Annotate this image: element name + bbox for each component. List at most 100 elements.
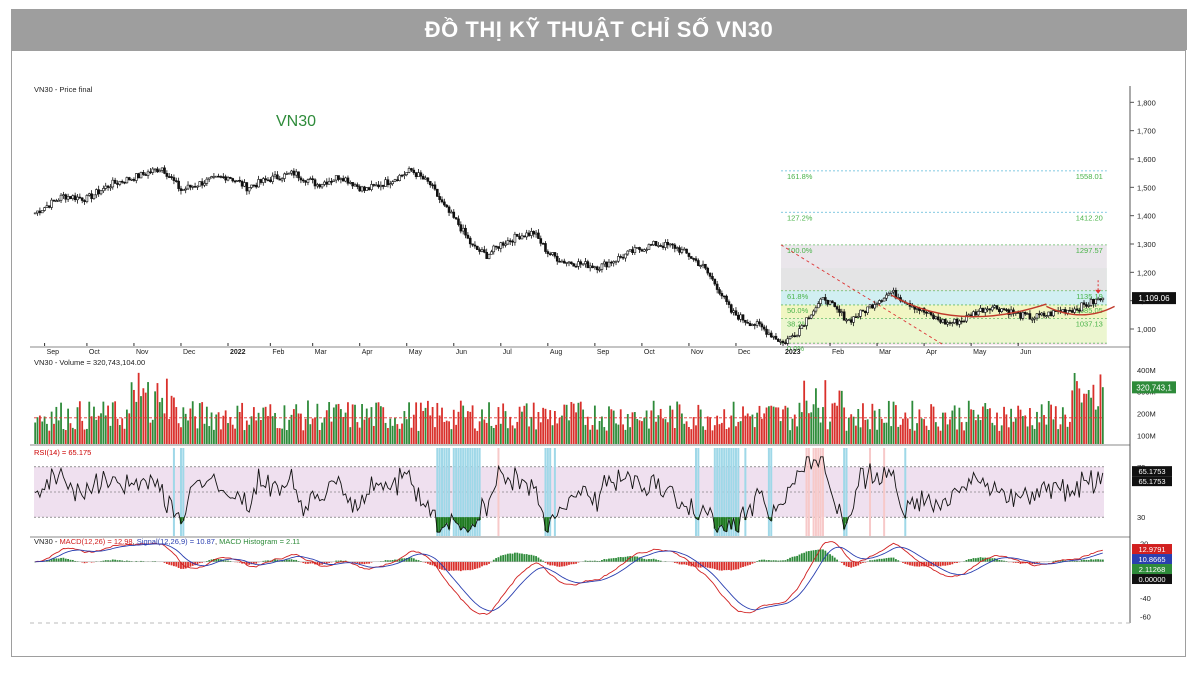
- volume-bar: [810, 412, 813, 444]
- macd-histogram-bar: [354, 561, 356, 563]
- volume-bar: [361, 404, 363, 444]
- rsi-oversold-marker: [720, 448, 723, 536]
- macd-histogram-bar: [64, 558, 67, 562]
- volume-bar: [379, 406, 382, 444]
- candle-body: [353, 184, 357, 187]
- macd-histogram-bar: [829, 554, 831, 562]
- macd-histogram-bar: [210, 559, 213, 562]
- candle-body: [306, 179, 310, 183]
- volume-bar: [189, 408, 192, 444]
- rsi-overbought-marker: [883, 448, 886, 536]
- fib-level-label: 127.2%: [787, 213, 813, 222]
- volume-bar: [655, 421, 657, 444]
- candle-body: [33, 212, 37, 215]
- volume-bar: [107, 405, 109, 444]
- volume-bar: [636, 418, 639, 444]
- volume-bar: [48, 430, 51, 444]
- candle-body: [993, 305, 996, 308]
- volume-bar: [662, 418, 664, 444]
- candle-body: [650, 244, 653, 246]
- macd-histogram-bar: [659, 560, 662, 562]
- volume-bar: [871, 403, 874, 444]
- candle-body: [134, 173, 138, 181]
- candle-body: [638, 247, 641, 250]
- macd-histogram-bar: [1083, 559, 1085, 562]
- volume-bar: [556, 423, 559, 444]
- candle-body: [457, 218, 460, 225]
- volume-bar: [963, 430, 965, 444]
- candle-body: [480, 249, 484, 252]
- macd-histogram-bar: [198, 561, 201, 564]
- macd-histogram-bar: [227, 560, 229, 562]
- macd-histogram-bar: [765, 560, 768, 562]
- volume-bar: [302, 430, 305, 444]
- candle-body: [995, 305, 999, 310]
- macd-histogram-bar: [894, 559, 897, 562]
- macd-histogram-bar: [655, 559, 657, 562]
- candle-body: [445, 204, 449, 208]
- candle-body: [156, 168, 159, 173]
- volume-bar: [699, 409, 702, 444]
- volume-bar: [474, 428, 476, 444]
- macd-histogram-bar: [1012, 561, 1015, 563]
- candle-body: [233, 180, 237, 183]
- volume-bar: [897, 426, 900, 444]
- x-axis-label: Sep: [597, 349, 610, 356]
- macd-histogram-bar: [873, 559, 876, 562]
- macd-histogram-bar: [944, 561, 947, 566]
- candle-body: [732, 310, 735, 313]
- x-axis-label: Oct: [644, 349, 655, 356]
- candle-body: [236, 179, 239, 182]
- candle-body: [316, 184, 319, 187]
- rsi-overbought-marker: [814, 448, 817, 536]
- candle-body: [132, 178, 136, 181]
- macd-histogram-bar: [224, 560, 227, 562]
- candle-body: [821, 297, 825, 300]
- x-axis-label: Oct: [89, 349, 100, 356]
- macd-histogram-bar: [885, 558, 888, 562]
- macd-histogram-bar: [852, 561, 855, 567]
- candle-body: [998, 308, 1001, 312]
- candle-body: [1005, 309, 1008, 311]
- candle-body: [99, 190, 103, 195]
- rsi-oversold-marker: [904, 448, 907, 536]
- volume-bar: [1038, 422, 1041, 444]
- macd-last-value-label: 2.11268: [1139, 565, 1166, 574]
- candle-body: [737, 314, 740, 320]
- candle-body: [845, 319, 848, 322]
- candle-body: [706, 267, 710, 274]
- candle-body: [925, 311, 928, 314]
- volume-bar: [243, 430, 246, 444]
- macd-histogram-bar: [455, 561, 458, 571]
- candle-body: [523, 235, 526, 238]
- macd-histogram-bar: [972, 558, 975, 562]
- macd-histogram-bar: [71, 559, 74, 562]
- volume-bar: [384, 422, 387, 444]
- volume-bar: [1083, 393, 1085, 444]
- candle-body: [927, 311, 931, 314]
- macd-histogram-bar: [478, 561, 481, 568]
- volume-bar: [452, 409, 455, 444]
- candle-body: [184, 188, 187, 191]
- candle-body: [983, 308, 987, 313]
- macd-histogram-bar: [664, 561, 667, 562]
- volume-bar: [855, 425, 857, 444]
- candle-body: [859, 309, 862, 317]
- candle-body: [847, 319, 851, 321]
- candle-body: [534, 232, 538, 235]
- candle-body: [276, 174, 279, 180]
- volume-bar: [866, 419, 869, 444]
- volume-bar: [191, 401, 194, 444]
- volume-bar: [688, 427, 690, 444]
- candle-body: [90, 193, 93, 199]
- macd-histogram-bar: [685, 561, 688, 565]
- candle-body: [988, 308, 992, 311]
- macd-histogram-bar: [648, 559, 650, 562]
- volume-bar: [946, 424, 949, 444]
- volume-bar: [123, 428, 126, 444]
- candle-body: [271, 175, 274, 182]
- candle-body: [424, 177, 427, 180]
- candle-body: [400, 174, 404, 177]
- volume-bar: [779, 421, 782, 444]
- macd-histogram-bar: [368, 561, 371, 564]
